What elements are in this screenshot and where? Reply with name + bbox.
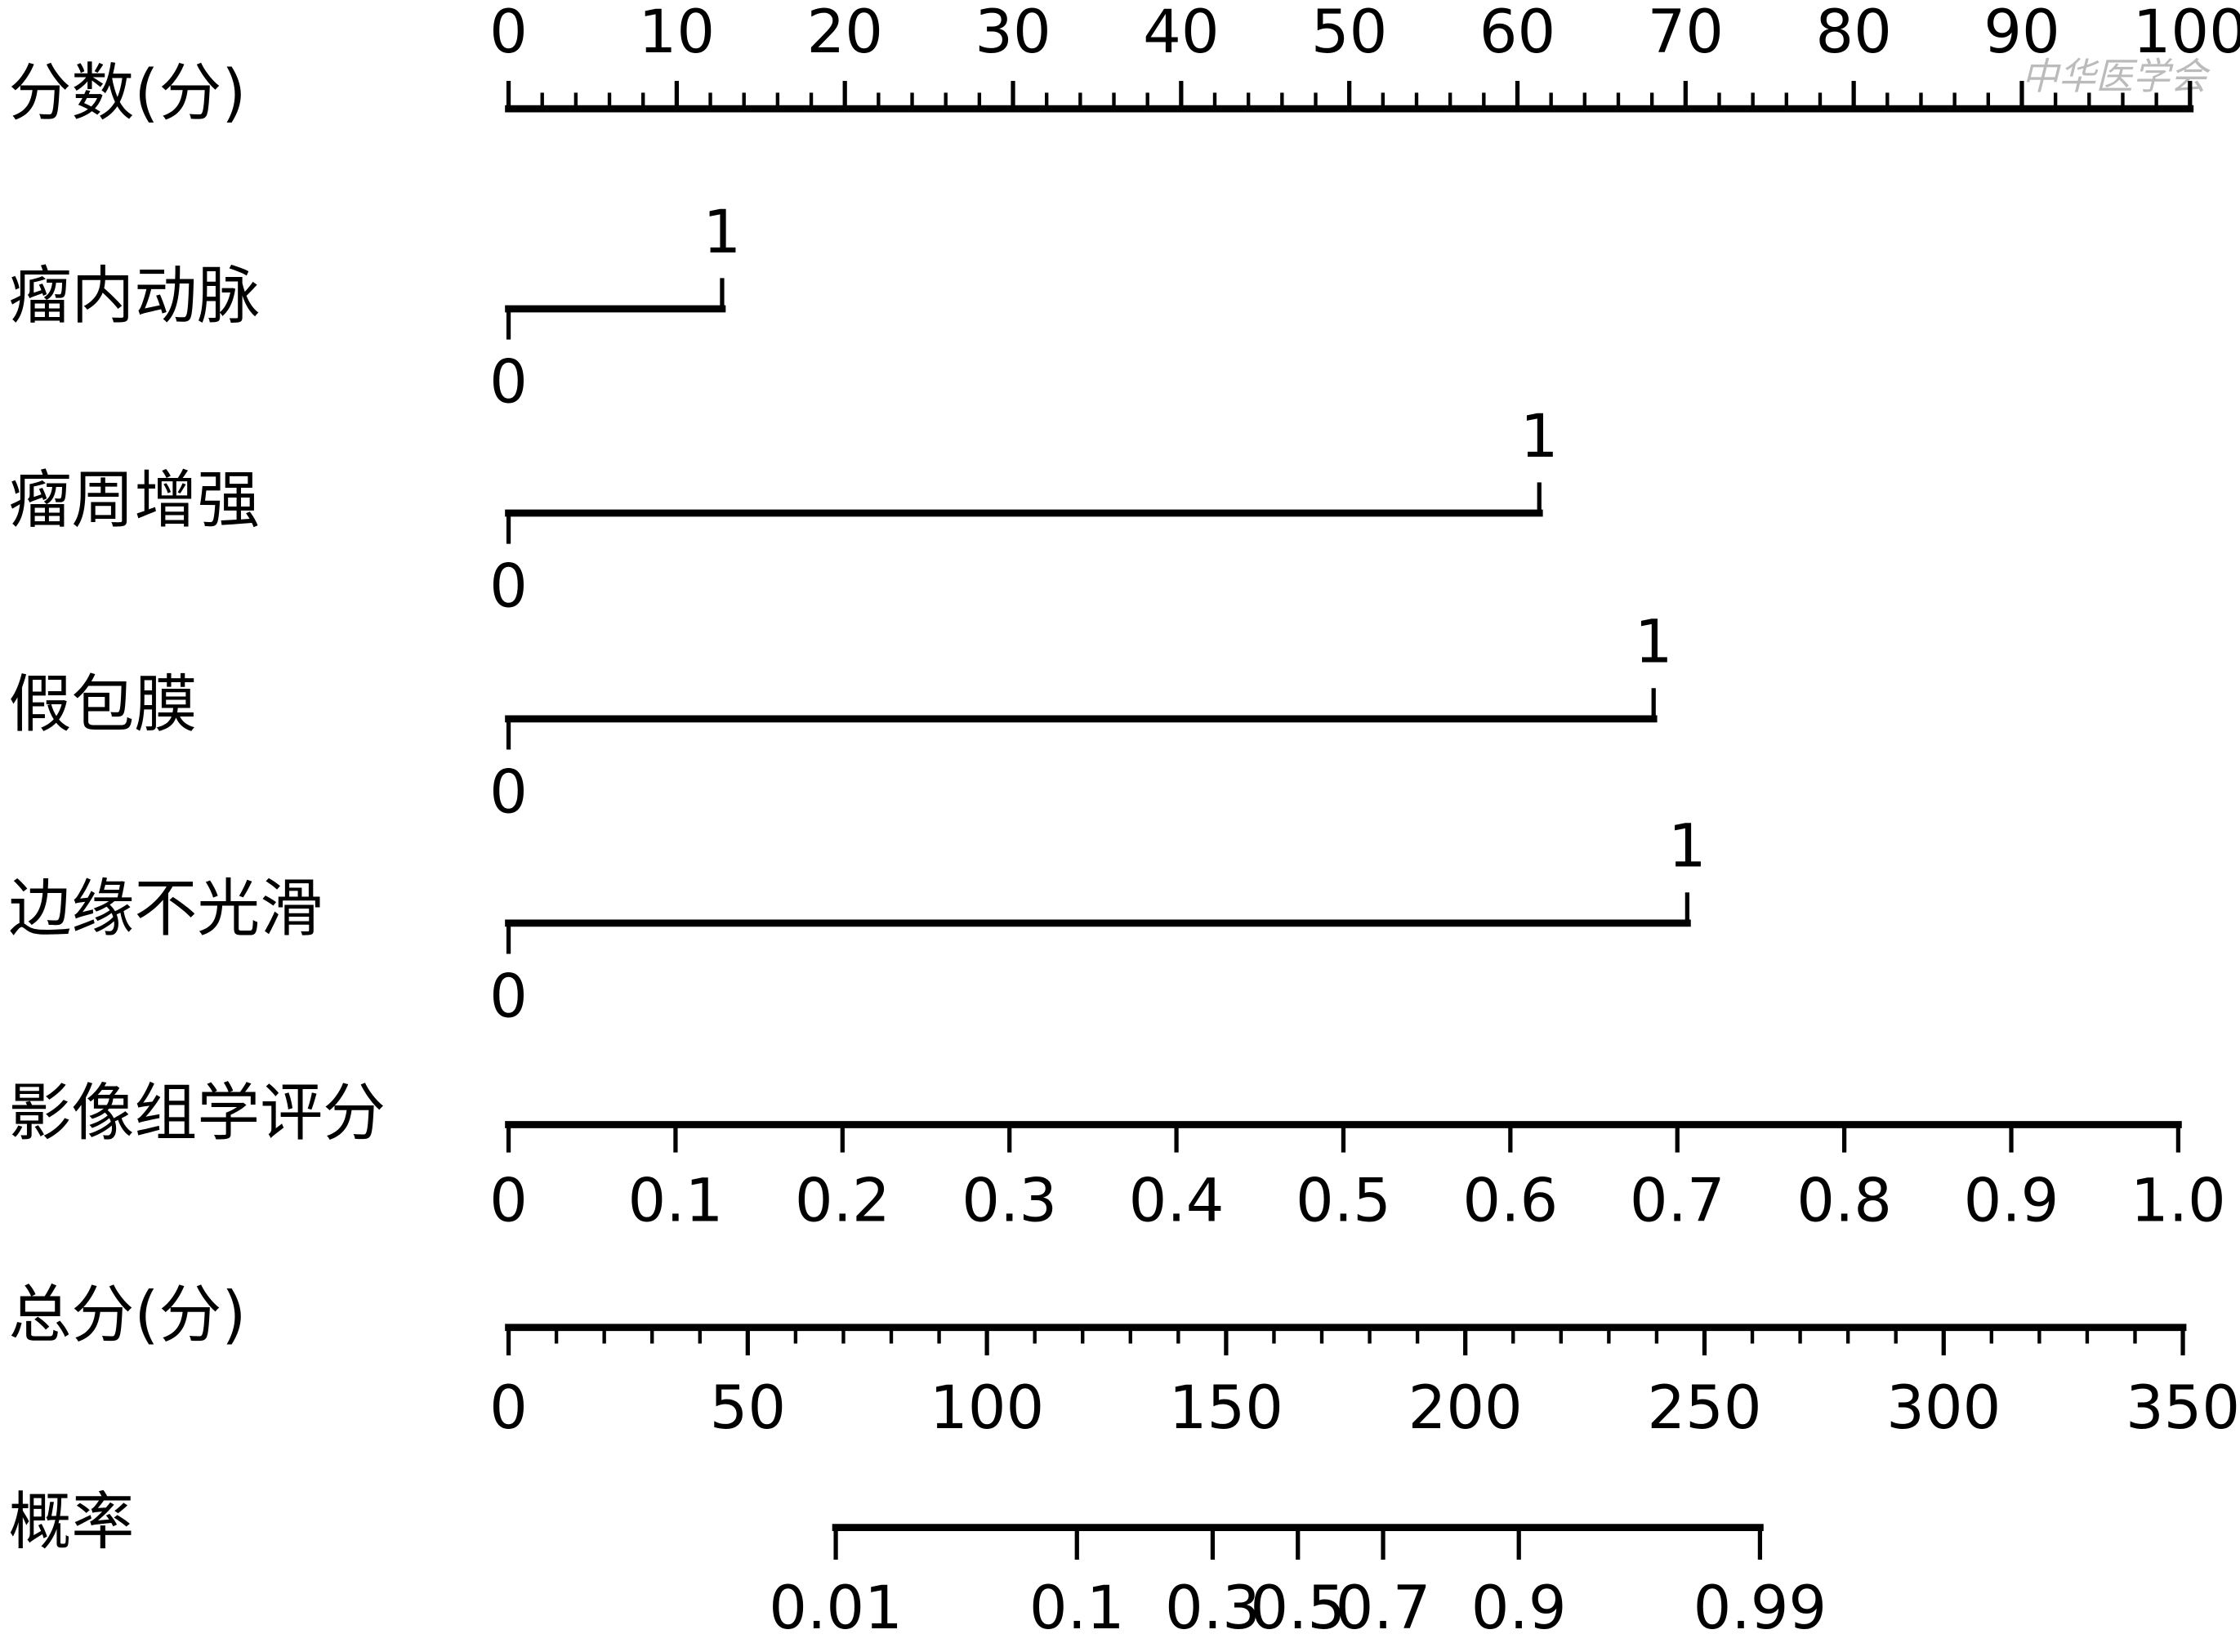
tick-label: 0 <box>489 0 528 67</box>
tick-label: 20 <box>806 0 882 67</box>
tick-label: 0.8 <box>1796 1166 1892 1235</box>
level-label: 0 <box>489 551 528 621</box>
level-label: 1 <box>1635 608 1673 677</box>
tick-label: 0.1 <box>628 1166 724 1235</box>
tick-label: 200 <box>1408 1373 1523 1443</box>
row-label: 影像组学评分 <box>8 1078 386 1150</box>
tick-label: 40 <box>1143 0 1219 67</box>
tick-label: 100 <box>2133 0 2240 67</box>
tick-label: 0.5 <box>1296 1166 1391 1235</box>
tick-label: 10 <box>639 0 715 67</box>
tick-label: 0.7 <box>1336 1574 1431 1643</box>
tick-label: 100 <box>930 1373 1044 1443</box>
row-label: 总分(分) <box>8 1279 246 1351</box>
tick-label: 300 <box>1886 1373 2001 1443</box>
tick-label: 0 <box>489 1166 528 1235</box>
watermark: 中华医学会 <box>2021 55 2211 98</box>
row-label: 假包膜 <box>8 669 197 742</box>
tick-label: 80 <box>1815 0 1891 67</box>
tick-label: 0.9 <box>1964 1166 2059 1235</box>
level-label: 0 <box>489 757 528 827</box>
level-label: 0 <box>489 347 528 417</box>
tick-label: 50 <box>1311 0 1387 67</box>
tick-label: 30 <box>975 0 1051 67</box>
tick-label: 0.9 <box>1471 1574 1567 1643</box>
tick-label: 50 <box>710 1373 786 1443</box>
tick-label: 0.5 <box>1250 1574 1345 1643</box>
tick-label: 0 <box>489 1373 528 1443</box>
tick-label: 0.3 <box>1165 1574 1261 1643</box>
tick-label: 0.01 <box>769 1574 903 1643</box>
level-label: 0 <box>489 962 528 1031</box>
row-label: 瘤周增强 <box>8 465 260 538</box>
tick-label: 60 <box>1479 0 1555 67</box>
tick-label: 350 <box>2126 1373 2240 1443</box>
row-label: 边缘不光滑 <box>8 873 323 946</box>
level-label: 1 <box>1520 402 1559 471</box>
row-label: 概率 <box>8 1486 134 1559</box>
tick-label: 70 <box>1648 0 1724 67</box>
row-label: 瘤内动脉 <box>8 260 260 333</box>
tick-label: 0.99 <box>1693 1574 1827 1643</box>
row-label: 分数(分) <box>8 57 246 130</box>
tick-label: 0.6 <box>1462 1166 1558 1235</box>
tick-label: 0.7 <box>1630 1166 1725 1235</box>
tick-label: 0.4 <box>1129 1166 1225 1235</box>
level-label: 1 <box>1668 812 1707 882</box>
tick-label: 0.3 <box>962 1166 1057 1235</box>
tick-label: 0.2 <box>795 1166 890 1235</box>
tick-label: 250 <box>1647 1373 1761 1443</box>
tick-label: 150 <box>1169 1373 1283 1443</box>
tick-label: 1.0 <box>2131 1166 2226 1235</box>
tick-label: 0.1 <box>1029 1574 1125 1643</box>
tick-label: 90 <box>1983 0 2059 67</box>
level-label: 1 <box>703 198 742 267</box>
